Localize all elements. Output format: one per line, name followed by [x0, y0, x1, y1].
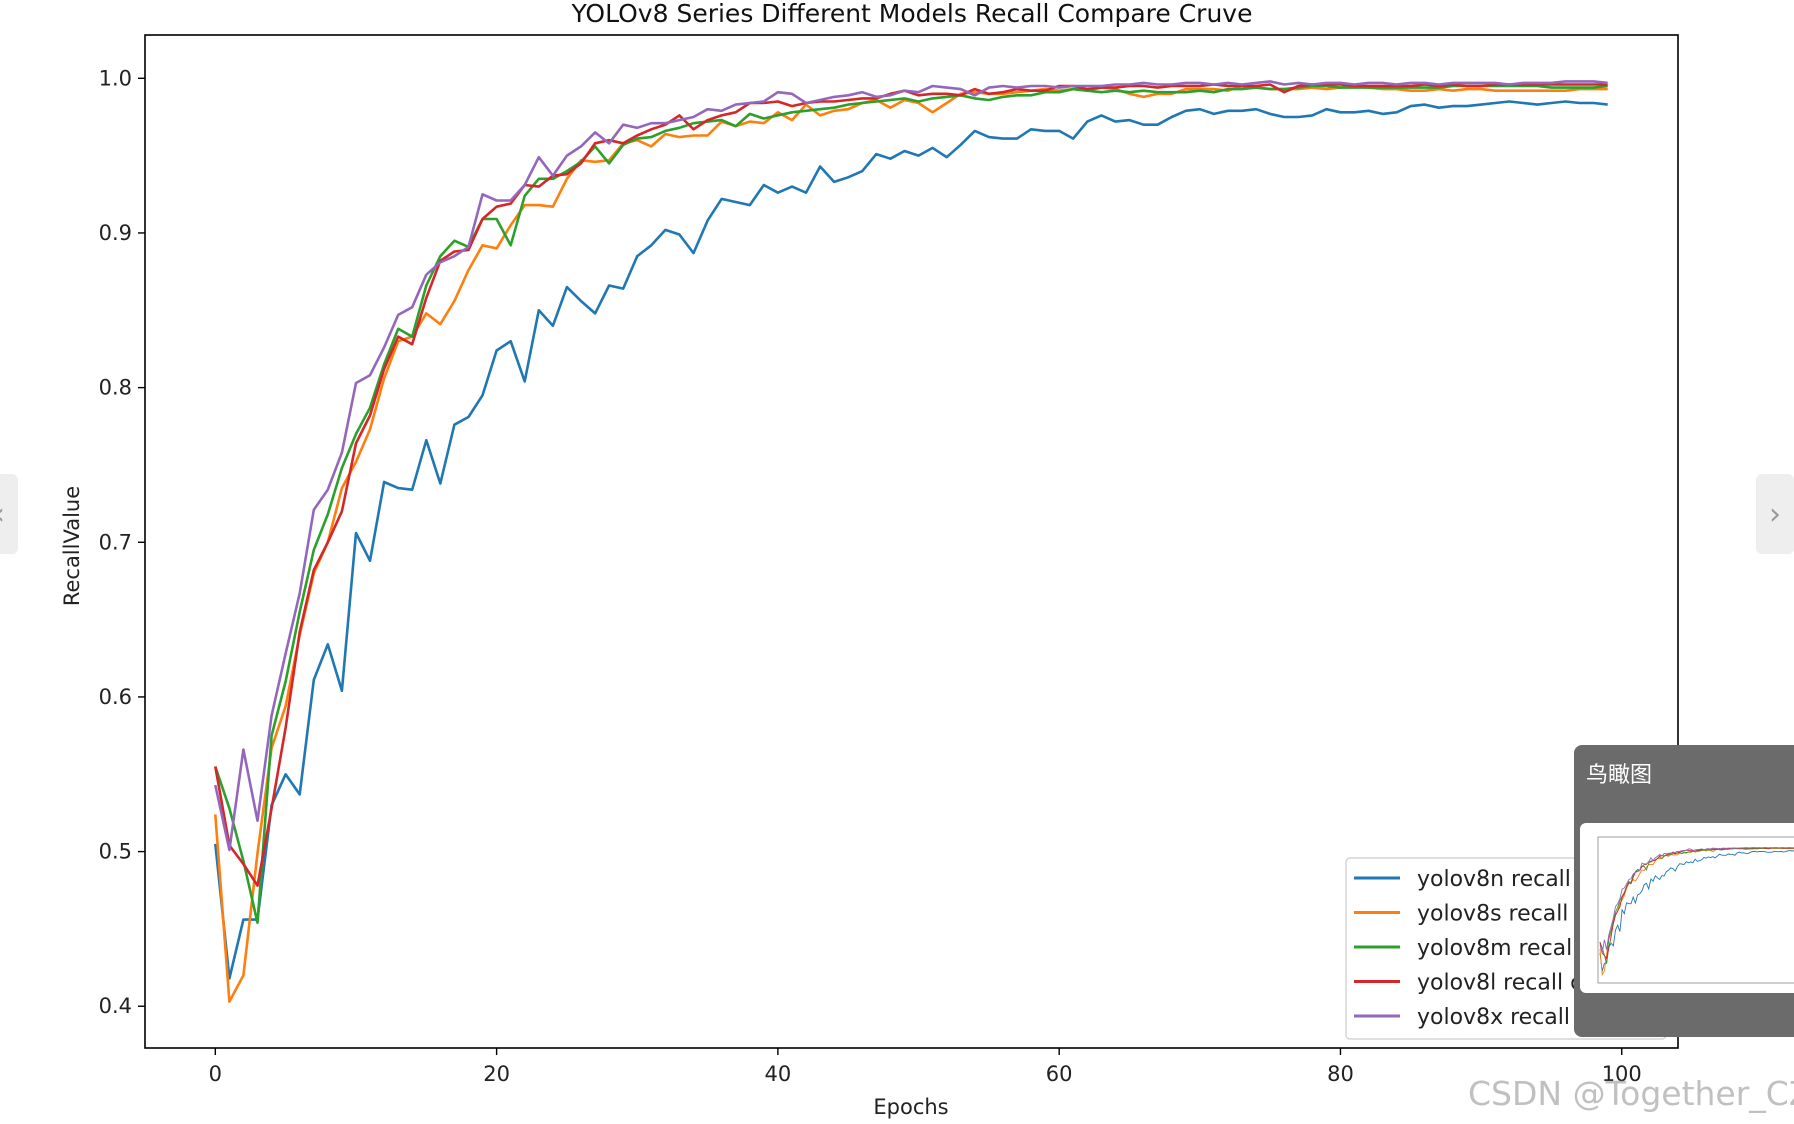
series-lines: [214, 80, 1608, 1003]
x-tick-label: 40: [765, 1062, 792, 1086]
next-image-button[interactable]: ›: [1756, 474, 1794, 554]
minimap-series-5: [1599, 846, 1794, 954]
minimap-series-2: [1599, 847, 1794, 977]
x-tick-label: 0: [209, 1062, 222, 1086]
watermark: CSDN @Together_CZ: [1468, 1074, 1794, 1113]
minimap-panel: 鸟瞰图: [1574, 745, 1794, 1037]
x-tick-label: 80: [1327, 1062, 1354, 1086]
y-axis-label: RecallValue: [60, 486, 84, 606]
minimap-frame: [1597, 836, 1794, 984]
previous-image-button[interactable]: ‹: [0, 474, 18, 554]
series-line-3: [214, 84, 1608, 925]
series-line-1: [214, 100, 1608, 980]
plot-frame: [144, 34, 1679, 1049]
y-tick-label: 0.4: [99, 994, 132, 1018]
x-tick-label: 20: [483, 1062, 510, 1086]
y-tick-label: 0.8: [99, 376, 132, 400]
x-tick-label: 60: [1046, 1062, 1073, 1086]
minimap-title: 鸟瞰图: [1586, 763, 1653, 788]
y-tick-label: 1.0: [99, 66, 132, 90]
y-tick-label: 0.5: [99, 840, 132, 864]
y-tick-label: 0.9: [99, 221, 132, 245]
y-tick-label: 0.6: [99, 685, 132, 709]
x-axis-label: Epochs: [873, 1095, 948, 1119]
minimap-thumbnail: [1597, 836, 1794, 984]
series-line-5: [214, 80, 1608, 852]
axis-ticks: 0 20 40 60 80 100 0.4 0.5 0.6 0.7 0.8 0.9 1.0: [99, 66, 1642, 1086]
minimap-preview[interactable]: [1580, 823, 1794, 993]
chart-title: YOLOv8 Series Different Models Recall Co…: [571, 0, 1253, 28]
minimap-series-1: [1599, 850, 1794, 972]
y-tick-label: 0.7: [99, 530, 132, 554]
series-line-4: [214, 83, 1608, 887]
minimap-series-3: [1599, 847, 1794, 964]
x-tick-label: 100: [1602, 1062, 1642, 1086]
